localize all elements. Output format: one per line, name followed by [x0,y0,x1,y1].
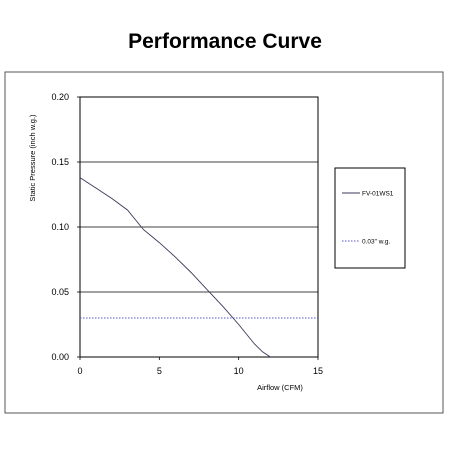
series-line-fv-01ws1 [79,177,271,358]
page-title: Performance Curve [128,30,322,53]
legend-label-0: FV-01WS1 [362,191,394,198]
series-lines [79,177,318,358]
legend: FV-01WS1 0.03" w.g. [334,167,406,269]
y-tick-label-4: 0.20 [51,92,69,102]
legend-box [334,167,406,269]
chart-frame [4,71,444,414]
x-tick-label-3: 15 [313,366,323,376]
grid-lines [80,161,318,293]
y-axis-label: Static Pressure (inch w.g.) [28,114,37,202]
y-tick-label-1: 0.05 [51,287,69,297]
x-axis-label: Airflow (CFM) [257,383,303,392]
axis-ticks: 0.00 0.05 0.10 0.15 0.20 0 5 10 15 [51,92,323,376]
x-tick-label-1: 5 [157,366,162,376]
x-tick-label-2: 10 [234,366,244,376]
x-tick-label-0: 0 [77,366,82,376]
y-tick-label-2: 0.10 [51,222,69,232]
y-tick-label-3: 0.15 [51,157,69,167]
y-tick-label-0: 0.00 [51,352,69,362]
legend-label-1: 0.03" w.g. [362,239,391,246]
